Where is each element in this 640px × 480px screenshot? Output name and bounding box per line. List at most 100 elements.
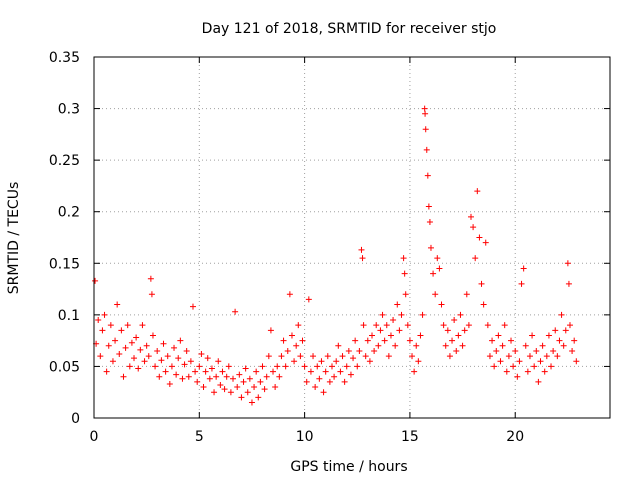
data-point [432,291,439,298]
data-point [148,291,155,298]
data-point [449,337,456,344]
data-point [331,373,338,380]
x-tick-label: 5 [195,429,204,445]
x-tick-label: 0 [90,429,99,445]
data-point [318,358,325,365]
data-point [128,339,135,346]
data-point [200,384,207,391]
data-point [463,291,470,298]
data-point [246,375,253,382]
data-point [196,363,203,370]
data-point [501,322,508,329]
data-point [147,275,154,282]
data-point [347,371,354,378]
data-point [230,375,237,382]
data-point [400,255,407,262]
data-point [116,351,123,358]
tick-labels: 0 5 10 15 20 0 0.05 0.1 0.15 0.2 0.25 0.3 0.35 [49,50,524,445]
data-point [396,327,403,334]
data-point [95,317,102,324]
data-point [422,126,429,133]
data-point [535,378,542,385]
data-point [217,381,224,388]
data-point [166,380,173,387]
data-point [427,244,434,251]
data-point [350,355,357,362]
data-point [133,334,140,341]
data-point [101,311,108,318]
data-point [560,342,567,349]
data-point [335,342,342,349]
data-point [154,347,161,354]
data-point [295,322,302,329]
x-tick-label: 20 [506,429,524,445]
data-point [554,353,561,360]
data-point [219,368,226,375]
data-point [265,353,272,360]
data-point [272,384,279,391]
data-point [337,368,344,375]
data-point [208,365,215,372]
data-point [320,389,327,396]
y-tick-label: 0.15 [49,256,80,272]
data-point [139,322,146,329]
data-point [175,355,182,362]
data-point [453,347,460,354]
data-point [491,363,498,370]
data-point [312,384,319,391]
data-point [495,332,502,339]
data-point [206,375,213,382]
data-point [545,332,552,339]
data-point [236,371,243,378]
data-point [434,255,441,262]
data-point [457,311,464,318]
data-point [156,373,163,380]
data-point [135,365,142,372]
data-point [105,342,112,349]
data-point [352,337,359,344]
data-point [526,353,533,360]
data-point [99,327,106,334]
data-point [476,234,483,241]
data-point [459,342,466,349]
data-point [251,384,258,391]
data-point [539,342,546,349]
data-point [417,332,424,339]
data-point [569,347,576,354]
data-point [152,363,159,370]
data-point [486,353,493,360]
data-point [225,363,232,370]
data-point [508,337,515,344]
data-point [253,368,260,375]
data-point [402,291,409,298]
data-point [242,365,249,372]
data-point [238,394,245,401]
chart-title: Day 121 of 2018, SRMTID for receiver stj… [202,21,497,37]
data-points [92,105,580,406]
data-point [141,358,148,365]
data-point [341,378,348,385]
data-point [137,346,144,353]
y-tick-label: 0.2 [58,205,80,221]
data-point [423,146,430,153]
data-point [392,342,399,349]
y-tick-label: 0.1 [58,308,80,324]
data-point [274,363,281,370]
data-point [446,353,453,360]
data-point [394,301,401,308]
data-point [307,368,314,375]
data-point [564,260,571,267]
data-point [314,363,321,370]
data-point [162,368,169,375]
data-point [131,355,138,362]
data-point [267,327,274,334]
data-point [422,110,429,117]
data-point [145,353,152,360]
data-point [385,353,392,360]
data-point [202,368,209,375]
data-point [426,219,433,226]
data-point [375,342,382,349]
data-point [158,357,165,364]
data-point [541,368,548,375]
data-point [305,296,312,303]
